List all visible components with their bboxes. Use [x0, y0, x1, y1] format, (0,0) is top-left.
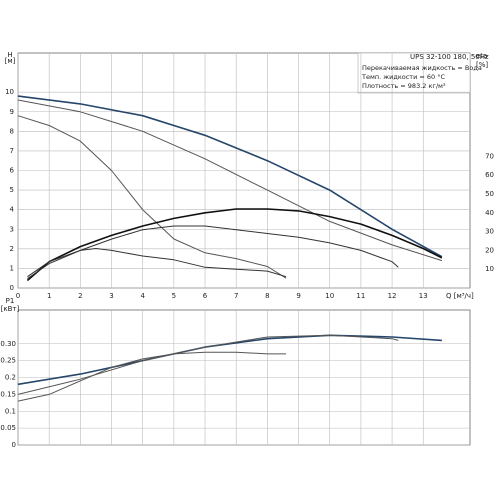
y2-tick-label: 10: [485, 265, 494, 273]
annotation: Перекачиваемая жидкость = Вода: [362, 64, 482, 72]
y-tick-label: 3: [10, 225, 14, 233]
y-tick-label: 0: [12, 441, 16, 449]
y-axis-label: H: [7, 51, 12, 59]
x-tick-label: 4: [140, 292, 145, 300]
x-tick-label: 2: [78, 292, 82, 300]
curve: [17, 334, 399, 395]
annotation: Плотность = 983.2 кг/м³: [362, 82, 446, 90]
y-tick-label: 5: [10, 186, 14, 194]
x-tick-label: 0: [16, 292, 20, 300]
y-tick-label: 9: [10, 108, 14, 116]
y-tick-label: 2: [10, 245, 14, 253]
y-tick-label: 6: [10, 167, 15, 175]
info-box: [357, 52, 471, 94]
y-axis-label: P1: [6, 297, 15, 305]
y2-axis-unit: [%]: [476, 61, 488, 69]
y-tick-label: 8: [10, 127, 14, 135]
y-tick-label: 0.1: [5, 407, 16, 415]
curve: [27, 248, 287, 278]
chart-title: UPS 32-100 180, 50Hz: [410, 53, 489, 61]
y2-tick-label: 70: [485, 152, 494, 160]
x-tick-label: 9: [296, 292, 300, 300]
x-tick-label: 11: [356, 292, 365, 300]
x-tick-label: 12: [388, 292, 397, 300]
y2-tick-label: 60: [485, 171, 494, 179]
x-tick-label: 1: [47, 292, 51, 300]
annotation: Темп. жидкости = 60 °C: [361, 73, 445, 81]
x-tick-label: 6: [203, 292, 208, 300]
curve: [17, 95, 443, 258]
x-tick-label: 10: [325, 292, 334, 300]
curve: [26, 208, 443, 282]
y2-tick-label: 50: [485, 190, 494, 198]
y-axis-unit: [м]: [5, 57, 16, 65]
y-tick-label: 0.15: [0, 390, 16, 398]
x-tick-label: 5: [172, 292, 176, 300]
curve: [17, 115, 287, 279]
y-tick-label: 4: [10, 206, 15, 214]
curve: [17, 351, 287, 402]
curve: [17, 99, 443, 262]
x-tick-label: 7: [234, 292, 238, 300]
x-tick-label: 8: [265, 292, 269, 300]
y2-tick-label: 30: [485, 228, 494, 236]
y-tick-label: 10: [5, 88, 14, 96]
y-tick-label: 7: [10, 147, 14, 155]
y-tick-label: 0.2: [5, 374, 16, 382]
curve: [17, 334, 442, 386]
y-tick-label: 0.25: [0, 357, 16, 365]
y-tick-label: 0: [10, 284, 14, 292]
y-tick-label: 0.05: [0, 424, 16, 432]
curve: [27, 225, 399, 280]
y2-axis-label: eta: [476, 52, 487, 60]
y-axis-unit: [кВт]: [1, 305, 20, 313]
x-axis-label: Q [м³/ч]: [446, 292, 474, 300]
y-tick-label: 1: [10, 264, 14, 272]
x-tick-label: 3: [109, 292, 113, 300]
y-tick-label: 0.30: [0, 340, 16, 348]
y2-tick-label: 40: [485, 209, 494, 217]
x-tick-label: 13: [419, 292, 428, 300]
y2-tick-label: 20: [485, 246, 494, 254]
